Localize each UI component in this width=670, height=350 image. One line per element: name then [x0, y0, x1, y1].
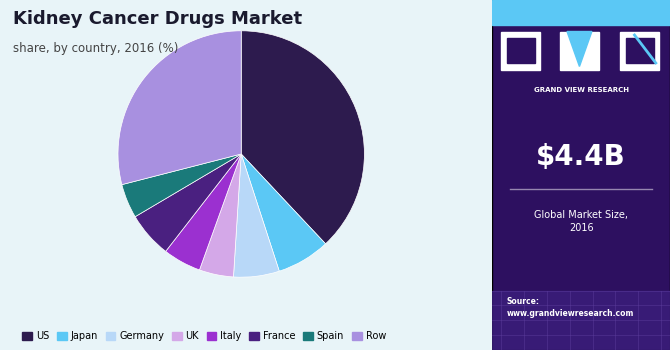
Bar [560, 32, 599, 70]
Wedge shape [241, 31, 364, 244]
Wedge shape [122, 154, 241, 217]
Text: $4.4B: $4.4B [537, 144, 626, 172]
Wedge shape [241, 154, 326, 271]
Wedge shape [233, 154, 279, 277]
Bar [501, 32, 541, 70]
Wedge shape [200, 154, 241, 277]
Bar [507, 38, 535, 63]
Text: GRAND VIEW RESEARCH: GRAND VIEW RESEARCH [534, 88, 628, 93]
Bar [620, 32, 659, 70]
Wedge shape [118, 31, 241, 185]
Bar [626, 38, 654, 63]
Text: Global Market Size,
2016: Global Market Size, 2016 [534, 210, 628, 233]
Legend: US, Japan, Germany, UK, Italy, France, Spain, Row: US, Japan, Germany, UK, Italy, France, S… [18, 327, 390, 345]
Bar [492, 0, 670, 25]
Polygon shape [567, 32, 592, 66]
Text: Source:
www.grandviewresearch.com: Source: www.grandviewresearch.com [507, 298, 634, 318]
Text: Kidney Cancer Drugs Market: Kidney Cancer Drugs Market [13, 10, 303, 28]
Text: share, by country, 2016 (%): share, by country, 2016 (%) [13, 42, 179, 55]
Bar [492, 290, 670, 350]
FancyBboxPatch shape [492, 0, 670, 350]
Wedge shape [165, 154, 241, 270]
Wedge shape [135, 154, 241, 251]
